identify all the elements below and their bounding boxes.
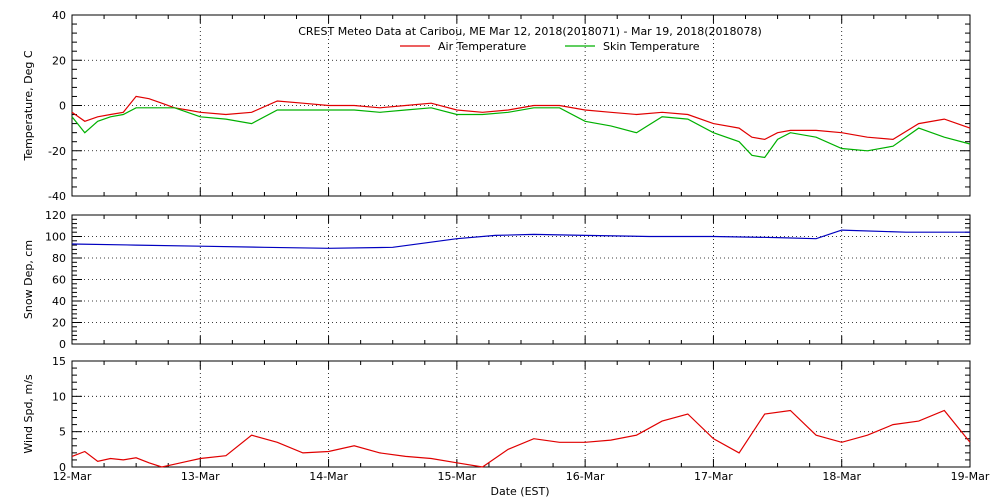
x-axis-title: Date (EST) [490,485,549,498]
temperature-panel: -40 -20 0 20 40 Temperature, Deg C [22,9,971,203]
y-tick-label: 0 [59,461,66,474]
y-tick-label: 120 [45,209,66,222]
y-tick-label: -20 [48,145,66,158]
legend: Air Temperature Skin Temperature [400,40,700,53]
legend-label: Skin Temperature [603,40,700,53]
x-tick-label: 12-Mar [53,470,92,483]
y-tick-label: 100 [45,231,66,244]
x-tick-label: 19-Mar [951,470,990,483]
y-tick-label: 10 [52,390,66,403]
snow-depth-panel: 0 20 40 60 80 100 120 Snow Dep, cm [22,209,971,351]
y-tick-label: 15 [52,355,66,368]
series-skin-temperature [71,107,971,159]
legend-label: Air Temperature [438,40,527,53]
y-tick-label: -40 [48,190,66,203]
x-tick-label: 17-Mar [694,470,733,483]
y-tick-label: 0 [59,338,66,351]
wind-speed-panel: 0 5 10 15 Wind Spd, m/s 12-Mar 13-Mar 14-Mar 15-… [22,355,990,483]
series-air-temperature [71,95,971,141]
y-tick-label: 20 [52,317,66,330]
y-axis-title: Wind Spd, m/s [22,374,35,454]
chart-title: CREST Meteo Data at Caribou, ME Mar 12, … [298,25,762,38]
y-axis-title: Snow Dep, cm [22,240,35,319]
plot-frame [71,360,971,468]
y-tick-label: 40 [52,9,66,22]
x-tick-label: 15-Mar [437,470,476,483]
y-tick-label: 60 [52,274,66,287]
y-tick-label: 80 [52,252,66,265]
y-tick-label: 5 [59,426,66,439]
y-tick-label: 20 [52,54,66,67]
x-tick-label: 14-Mar [309,470,348,483]
x-tick-label: 18-Mar [822,470,861,483]
x-tick-label: 13-Mar [181,470,220,483]
y-tick-label: 0 [59,100,66,113]
snow-depth-panel-series [71,229,970,249]
panels: -40 -20 0 20 40 Temperature, Deg C 0 20 40 60 80 10… [22,9,990,483]
x-tick-label: 16-Mar [566,470,605,483]
y-tick-label: 40 [52,295,66,308]
wind-speed-panel-series [71,409,971,468]
y-axis-title: Temperature, Deg C [22,50,35,161]
